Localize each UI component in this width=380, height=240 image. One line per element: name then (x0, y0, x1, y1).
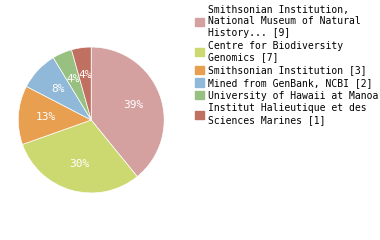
Text: 8%: 8% (51, 84, 65, 94)
Text: 4%: 4% (66, 73, 80, 84)
Wedge shape (18, 86, 91, 144)
Text: 39%: 39% (124, 100, 144, 110)
Wedge shape (22, 120, 137, 193)
Text: 30%: 30% (69, 159, 89, 168)
Wedge shape (53, 50, 91, 120)
Text: 13%: 13% (36, 112, 56, 122)
Wedge shape (27, 58, 91, 120)
Wedge shape (91, 47, 164, 177)
Text: 4%: 4% (78, 70, 92, 80)
Legend: Smithsonian Institution,
National Museum of Natural
History... [9], Centre for B: Smithsonian Institution, National Museum… (195, 5, 380, 125)
Wedge shape (71, 47, 91, 120)
